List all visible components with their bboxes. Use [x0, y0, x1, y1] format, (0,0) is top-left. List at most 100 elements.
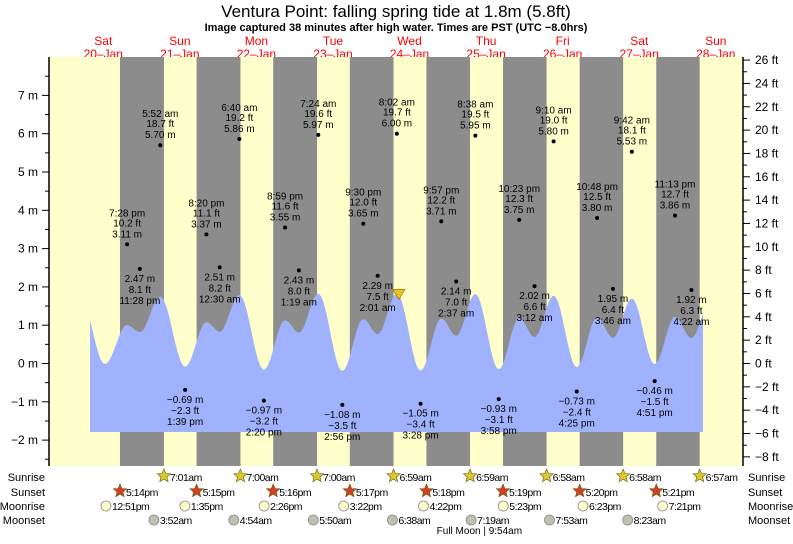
extreme-time: 8:02 am	[379, 98, 415, 109]
sunrise-time: 6:59am	[476, 472, 509, 484]
sunset-star-icon	[342, 483, 358, 498]
sunset-row-label-right: Sunset	[748, 487, 782, 499]
extreme-ft: −2.3 ft	[171, 406, 199, 417]
extreme-time: 5:52 am	[142, 109, 178, 120]
extreme-dot	[137, 266, 142, 271]
sunrise-row-label: Sunrise	[8, 472, 45, 484]
extreme-m: −0.46 m	[636, 386, 672, 397]
extreme-m: 2.02 m	[519, 291, 550, 302]
extreme-time: 9:30 pm	[345, 188, 381, 199]
sunrise-time: 6:58am	[553, 472, 586, 484]
sunrise-time: 6:59am	[400, 472, 433, 484]
extreme-dot	[672, 213, 677, 218]
extreme-ft: 12.5 ft	[583, 192, 611, 203]
moonrise-moon-icon	[258, 500, 270, 512]
extreme-time: 10:48 pm	[576, 182, 618, 193]
extreme-time: 10:23 pm	[498, 184, 540, 195]
sunrise-time: 7:01am	[170, 472, 203, 484]
extreme-ft: 6.4 ft	[602, 305, 624, 316]
sunset-time: 5:17pm	[356, 487, 389, 499]
extreme-time: 7:28 pm	[109, 208, 145, 219]
right-tick-label: 6 ft	[755, 286, 772, 300]
moonrise-row-label: Moonrise	[0, 501, 45, 513]
extreme-ft: 19.7 ft	[383, 108, 411, 119]
moonrise-moon-icon	[418, 500, 429, 512]
chart-title: Ventura Point: falling spring tide at 1.…	[221, 2, 571, 21]
extreme-dot	[496, 397, 501, 402]
extreme-dot	[125, 242, 130, 247]
extreme-time: 2:56 pm	[324, 432, 360, 443]
extreme-m: 2.14 m	[441, 287, 472, 298]
sunset-star-icon	[112, 483, 128, 498]
extreme-m: 5.97 m	[303, 120, 334, 131]
extreme-ft: 18.1 ft	[618, 126, 646, 137]
extreme-ft: 8.1 ft	[129, 285, 151, 296]
extreme-time: 7:24 am	[300, 99, 336, 110]
tide-curve	[90, 293, 703, 432]
extreme-dot	[316, 132, 321, 137]
extreme-dot	[204, 232, 209, 237]
left-tick-label: 0 m	[18, 357, 38, 371]
extreme-ft: −1.5 ft	[641, 397, 669, 408]
day-name-label: Sat	[630, 34, 649, 48]
moonset-moon-icon	[544, 514, 555, 526]
moonrise-row-label-right: Moonrise	[748, 501, 793, 513]
left-tick-label: 5 m	[18, 165, 38, 179]
moonrise-time: 1:35pm	[191, 501, 224, 513]
extreme-time: 4:51 pm	[637, 408, 673, 419]
extreme-time: 1:39 pm	[167, 417, 203, 428]
moonset-time: 3:52am	[160, 515, 193, 527]
extreme-m: −0.69 m	[167, 395, 203, 406]
right-tick-label: −4 ft	[755, 403, 779, 417]
extreme-m: 3.65 m	[348, 209, 379, 220]
extreme-dot	[261, 398, 266, 403]
sunrise-star-icon	[386, 468, 401, 483]
moonset-moon-icon	[307, 514, 319, 526]
extreme-ft: 7.5 ft	[367, 292, 389, 303]
moonrise-moon-icon	[497, 500, 509, 512]
extreme-ft: 12.3 ft	[505, 194, 533, 205]
sunrise-star-icon	[233, 468, 248, 483]
day-name-label: Tue	[323, 34, 344, 48]
extreme-ft: 12.0 ft	[349, 198, 377, 209]
extreme-time: 2:01 am	[360, 303, 396, 314]
moonrise-moon-icon	[577, 500, 589, 512]
extreme-time: 9:57 pm	[423, 185, 459, 196]
extreme-ft: 19.6 ft	[304, 109, 332, 120]
moonrise-time: 4:22pm	[429, 501, 462, 513]
left-tick-label: 2 m	[18, 280, 38, 294]
moonset-time: 6:38am	[398, 515, 431, 527]
sunrise-star-icon	[309, 468, 325, 483]
moonrise-time: 7:21pm	[669, 501, 702, 513]
moonrise-moon-icon	[179, 500, 191, 512]
extreme-ft: 6.3 ft	[680, 306, 702, 317]
extreme-time: 2:20 pm	[246, 428, 282, 439]
extreme-m: −1.08 m	[324, 410, 360, 421]
right-tick-label: −6 ft	[755, 427, 779, 441]
extreme-dot	[237, 137, 242, 142]
extreme-ft: −3.5 ft	[328, 421, 356, 432]
extreme-dot	[217, 265, 222, 270]
sunrise-time: 7:00am	[246, 472, 279, 484]
extreme-time: 11:13 pm	[655, 180, 696, 191]
extreme-time: 9:10 am	[536, 105, 572, 116]
right-tick-label: 20 ft	[755, 123, 779, 137]
extreme-m: 5.95 m	[460, 121, 491, 132]
extreme-m: 6.00 m	[382, 119, 413, 130]
sun-moon-rows: Sunrise Sunrise 7:01am 7:00am 7:00am 6:59am 6:…	[0, 468, 793, 537]
extreme-m: 3.80 m	[582, 203, 613, 214]
axes: 7 m 6 m 5 m 4 m 3 m 2 m 1 m 0 m −1 m −2 m 26 ft 24 …	[11, 53, 779, 466]
right-tick-label: 12 ft	[755, 216, 779, 230]
moonset-moon-icon	[465, 514, 477, 526]
right-tick-label: 26 ft	[755, 53, 779, 67]
extreme-m: −0.97 m	[246, 406, 282, 417]
extreme-ft: 7.0 ft	[445, 298, 467, 309]
extreme-dot	[296, 268, 301, 273]
extreme-m: 2.47 m	[125, 274, 156, 285]
sunset-time: 5:18pm	[432, 487, 465, 499]
moonrise-moon-icon	[338, 500, 350, 512]
moonrise-moon-icon	[657, 500, 669, 512]
extreme-dot	[551, 139, 556, 144]
